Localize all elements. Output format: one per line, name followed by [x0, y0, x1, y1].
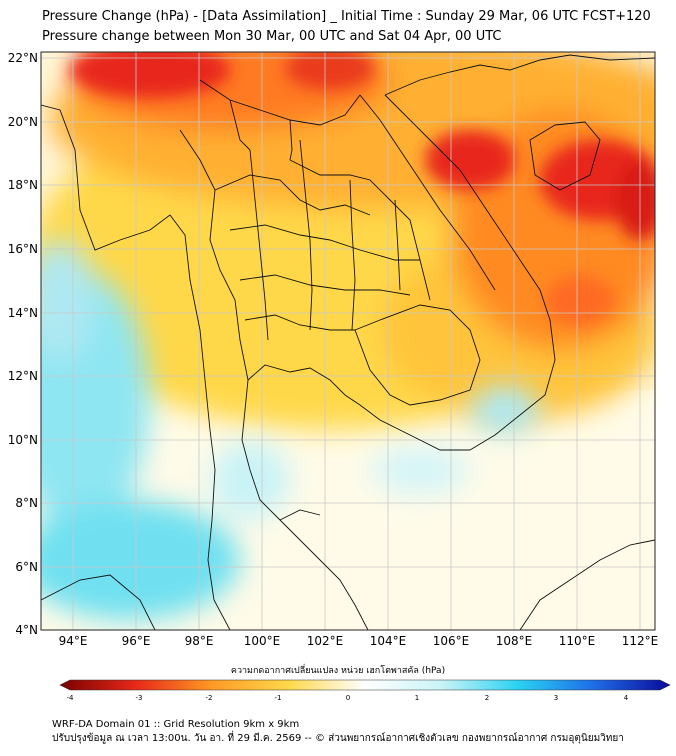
colorbar-tick: -3 [136, 694, 143, 702]
lat-label: 20°N [8, 115, 38, 129]
lon-label: 94°E [59, 634, 88, 648]
lat-label: 14°N [8, 306, 38, 320]
lat-label: 6°N [15, 560, 38, 574]
lon-label: 106°E [433, 634, 470, 648]
colorbar-ticks: -4 -3 -2 -1 0 1 2 3 4 [67, 694, 629, 702]
map-subtitle: Pressure change between Mon 30 Mar, 00 U… [42, 29, 502, 44]
lon-label: 102°E [307, 634, 344, 648]
lat-label: 12°N [8, 369, 38, 383]
longitude-axis: 94°E 96°E 98°E 100°E 102°E 104°E 106°E 1… [59, 634, 659, 648]
latitude-axis: 22°N 20°N 18°N 16°N 14°N 12°N 10°N 8°N 6… [8, 51, 38, 637]
lat-label: 22°N [8, 51, 38, 65]
lat-label: 8°N [15, 496, 38, 510]
colorbar-tick: -1 [275, 694, 282, 702]
lat-label: 10°N [8, 433, 38, 447]
lat-label: 16°N [8, 242, 38, 256]
map-title: Pressure Change (hPa) - [Data Assimilati… [42, 9, 651, 24]
colorbar: -4 -3 -2 -1 0 1 2 3 4 [59, 679, 671, 702]
lon-label: 104°E [370, 634, 407, 648]
lon-label: 98°E [185, 634, 214, 648]
footer-model-info: WRF-DA Domain 01 :: Grid Resolution 9km … [52, 719, 300, 730]
footer-credit: ปรับปรุงข้อมูล ณ เวลา 13:00น. วัน อา. ที… [52, 733, 624, 744]
lat-label: 4°N [15, 623, 38, 637]
pressure-change-field [41, 52, 655, 630]
colorbar-tick: -4 [67, 694, 75, 702]
graticule [41, 52, 655, 630]
lon-label: 112°E [622, 634, 659, 648]
colorbar-tick: 2 [485, 694, 489, 702]
lon-label: 110°E [559, 634, 596, 648]
lon-label: 96°E [122, 634, 151, 648]
colorbar-bar [59, 679, 671, 691]
map-frame [40, 51, 656, 631]
coastlines-borders [41, 54, 655, 630]
colorbar-tick: 0 [346, 694, 350, 702]
lon-label: 100°E [244, 634, 281, 648]
lon-label: 108°E [496, 634, 533, 648]
colorbar-tick: -2 [206, 694, 213, 702]
colorbar-tick: 3 [554, 694, 558, 702]
lat-label: 18°N [8, 178, 38, 192]
colorbar-tick: 1 [415, 694, 419, 702]
colorbar-tick: 4 [624, 694, 629, 702]
colorbar-title: ความกดอากาศเปลี่ยนแปลง หน่วย เฮกโตพาสคัล… [230, 666, 446, 676]
